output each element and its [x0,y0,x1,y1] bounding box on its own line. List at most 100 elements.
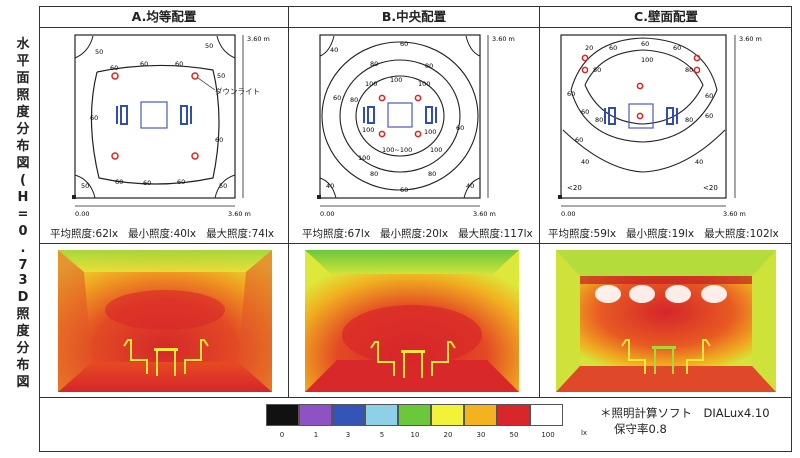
contour-label: 60 [400,40,408,48]
x-zero-label: 0.00 [75,210,89,218]
contour-label: 60 [140,60,148,68]
stats-c: 平均照度:59lx 最小照度:19lx 最大照度:102lx [548,226,789,241]
downlight [378,94,386,102]
contour-50-corner [74,174,96,199]
contour-label: 60 [215,136,223,144]
contour-label: 80 [428,170,436,178]
contour-label: 100 [430,146,442,154]
contour-label: 60 [609,44,617,52]
maintenance-factor: 保守率0.8 [614,422,667,436]
row-label-horizontal: 水平面照度分布図(H = 0. 7 [16,37,30,273]
contour-label: 60 [115,178,123,186]
contour-label: 80 [593,66,601,74]
downlight [111,152,119,160]
y-max-label: 3.60 m [247,35,270,43]
max-illuminance: 最大照度:117lx [458,228,533,240]
contour-label: 60 [333,94,341,102]
min-illuminance: 最小照度:20lx [380,228,449,240]
downlight [636,82,644,90]
contour-100 [355,75,445,157]
contour-label: 80 [685,116,693,124]
render-3d-a [58,250,272,392]
contour-label: 80 [370,60,378,68]
software-note: ＊照明計算ソフト DIALux4.10 保守率0.8 [600,405,770,437]
legend-tick: 1 [313,431,319,439]
legend-divider [39,397,792,398]
min-illuminance: 最小照度:19lx [626,228,695,240]
legend-tick: 0 [279,431,285,439]
column-title-b: B.中央配置 [381,9,447,24]
legend-tick: 10 [410,431,420,439]
contour-label: 100 [390,76,402,84]
x-max-label: 3.60 m [723,210,746,218]
contour-label: 50 [95,48,103,56]
contour-label: 60 [567,90,575,98]
downlight [693,66,701,74]
figure-frame [39,6,792,452]
x-zero-label: 0.00 [561,210,575,218]
contour-label: 60 [705,92,713,100]
contour-label: 50 [219,182,227,190]
plan-view-a: 3.60 m 0.00 3.60 m 50 50 60 60 60 60 50 … [72,34,270,218]
contour-label: 80 [350,96,358,104]
contour-label: 100 [424,128,436,136]
max-illuminance: 最大照度:74lx [206,228,275,240]
legend-swatch [464,404,497,426]
contour-label: 60 [705,112,713,120]
contour-label: 20 [585,44,593,52]
downlight [581,66,589,74]
legend-swatch [332,404,365,426]
contour-label: 100 [641,56,653,64]
contour-label: 60 [177,178,185,186]
avg-illuminance: 平均照度:62lx [50,228,119,240]
contour-label: 100 [362,126,374,134]
table [387,102,413,128]
contour-label: 60 [90,114,98,122]
downlight [191,152,199,160]
contour-label: 60 [400,186,408,194]
downlight [414,94,422,102]
contour-60 [90,64,220,185]
contour-label: 40 [695,158,703,166]
chair [604,107,616,125]
contour-80 [339,59,461,173]
downlight [111,72,119,80]
contour-label: 100~100 [382,146,412,154]
downlight [414,130,422,138]
downlight [191,72,199,80]
room-outline [560,34,727,199]
legend-swatch [497,404,530,426]
avg-illuminance: 平均照度:67lx [302,228,371,240]
legend-tick: 5 [379,431,385,439]
row-divider [39,243,792,244]
contour-label: 50 [81,182,89,190]
chair [116,105,128,125]
legend-tick: 3 [345,431,351,439]
contour-label: <20 [567,184,582,192]
contour-label: 80 [595,116,603,124]
chair [425,106,437,124]
downlight [378,130,386,138]
contour-label: 40 [330,46,338,54]
table [628,103,654,129]
room-outline [74,34,236,199]
contour-label: 60 [581,108,589,116]
legend-swatch [266,404,299,426]
max-illuminance: 最大照度:102lx [704,228,779,240]
contour-label: 40 [466,182,474,190]
x-max-label: 3.60 m [228,210,251,218]
contour-label: <20 [703,184,718,192]
contour-label: 60 [143,179,151,187]
x-zero-label: 0.00 [320,210,334,218]
contour-60 [570,37,718,143]
legend-swatch [431,404,464,426]
y-max-label: 3.60 m [739,35,762,43]
contour-50-corner [216,35,236,59]
column-divider-2 [539,6,540,397]
legend-tick: 50 [509,431,519,439]
legend-tick: 30 [476,431,486,439]
contour-label: 80 [370,170,378,178]
legend-swatch [398,404,431,426]
